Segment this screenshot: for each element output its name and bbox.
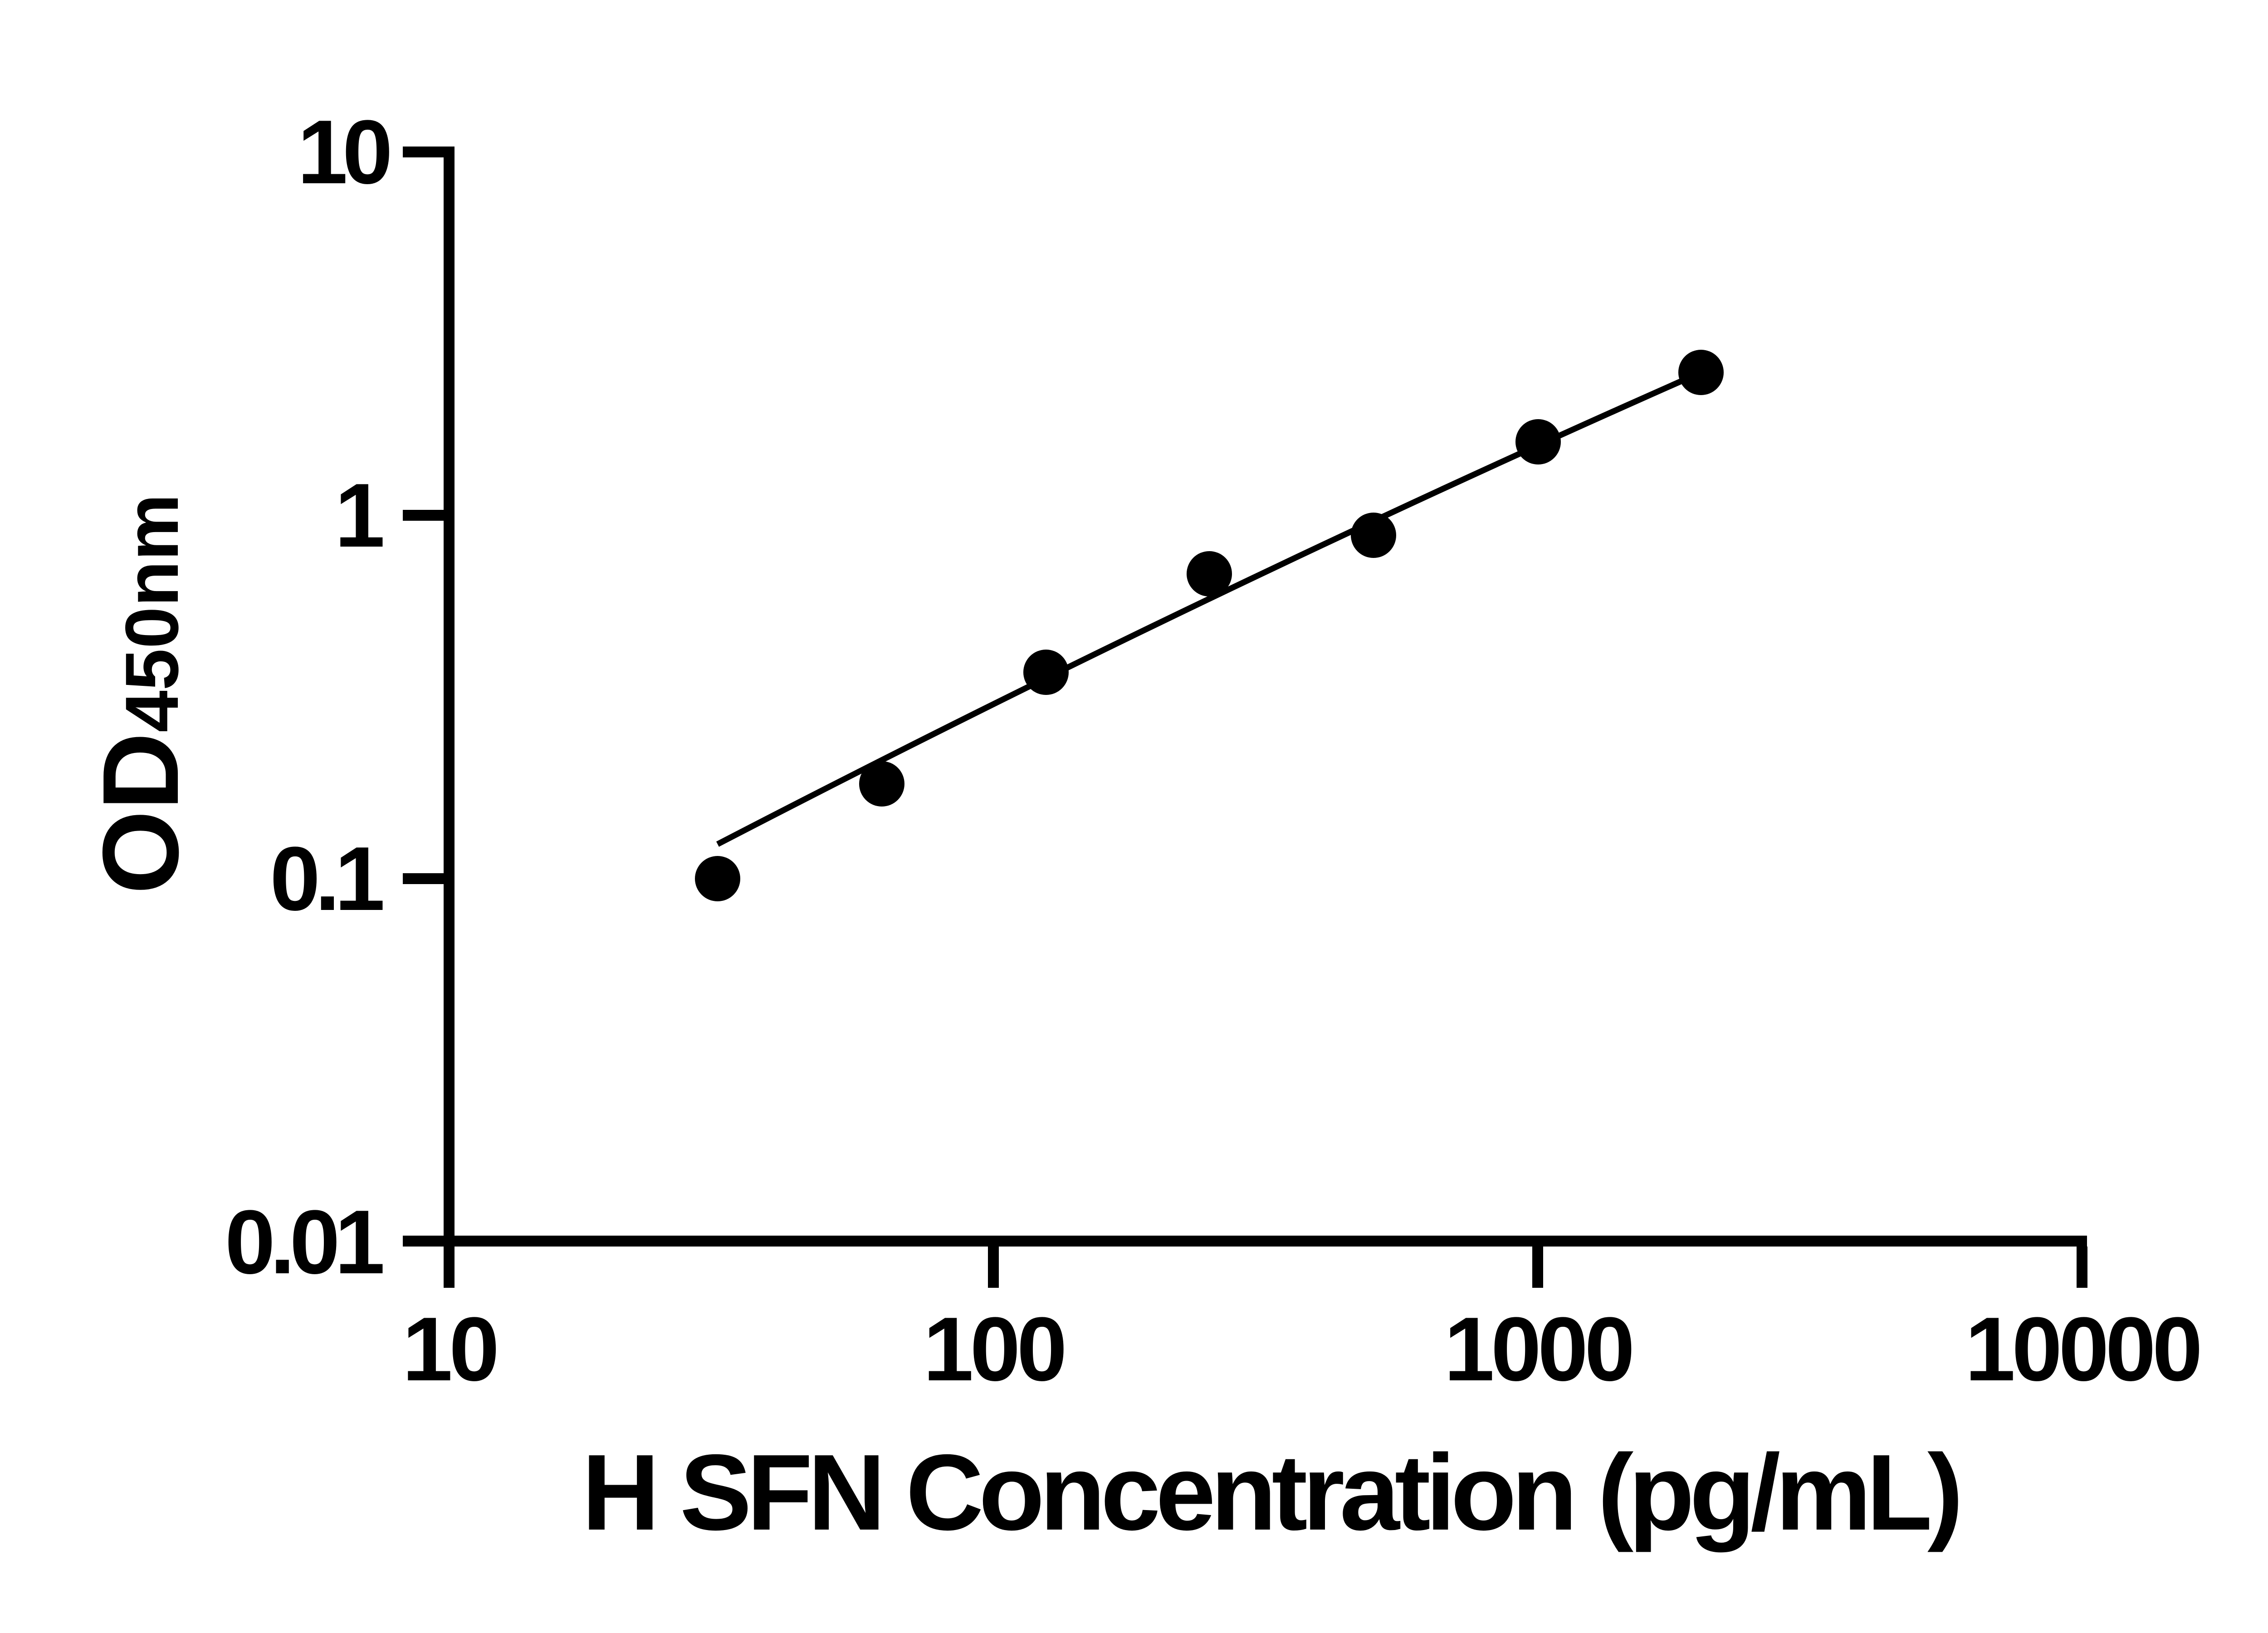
svg-text:H SFN Concentration (pg/mL): H SFN Concentration (pg/mL) — [582, 1433, 1959, 1553]
svg-text:0.1: 0.1 — [270, 828, 383, 929]
svg-text:100: 100 — [923, 1299, 1064, 1400]
svg-text:10000: 10000 — [1965, 1299, 2200, 1400]
svg-text:0.01: 0.01 — [225, 1192, 383, 1293]
svg-text:10: 10 — [298, 102, 390, 203]
svg-text:10: 10 — [402, 1299, 496, 1400]
svg-text:1: 1 — [335, 465, 383, 566]
svg-text:1000: 1000 — [1444, 1299, 1632, 1400]
